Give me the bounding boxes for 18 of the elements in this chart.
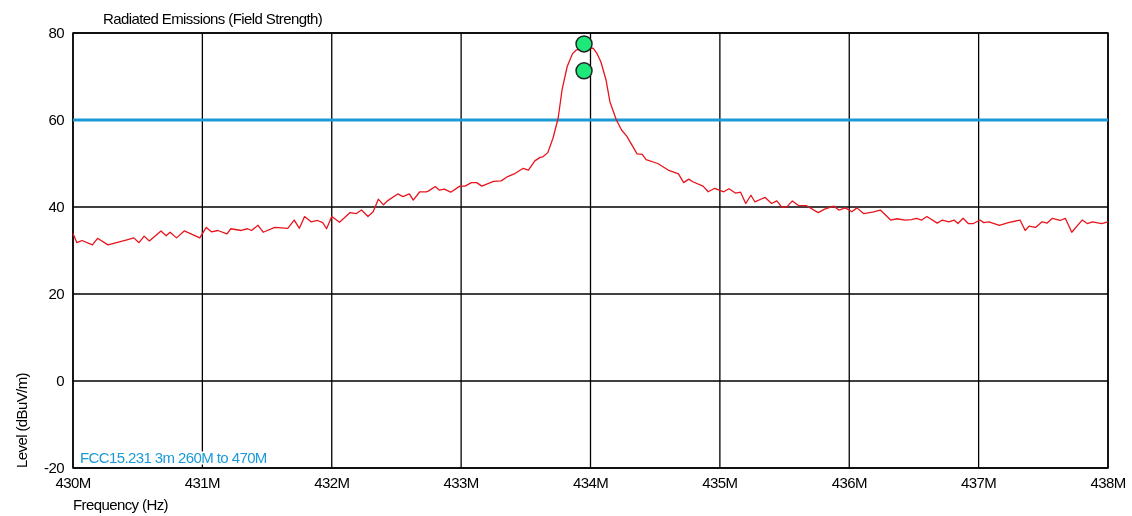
y-axis-title: Level (dBuV/m) [13,372,30,468]
x-tick-label: 436M [831,474,867,491]
chart-title: Radiated Emissions (Field Strength) [103,10,323,27]
y-tick-label: -20 [44,459,65,476]
x-tick-label: 433M [443,474,479,491]
x-tick-label: 437M [961,474,997,491]
x-tick-label: 430M [55,474,91,491]
y-tick-label: 40 [48,198,65,215]
x-tick-label: 432M [314,474,350,491]
x-tick-label: 435M [702,474,738,491]
y-tick-label: 80 [48,24,65,41]
y-tick-label: 20 [48,285,65,302]
y-tick-label: 0 [56,372,65,389]
x-axis-title: Frequency (Hz) [73,496,169,513]
x-tick-label: 431M [184,474,221,491]
x-tick-label: 434M [572,474,609,491]
x-tick-label: 438M [1090,474,1126,491]
y-tick-label: 60 [48,111,65,128]
